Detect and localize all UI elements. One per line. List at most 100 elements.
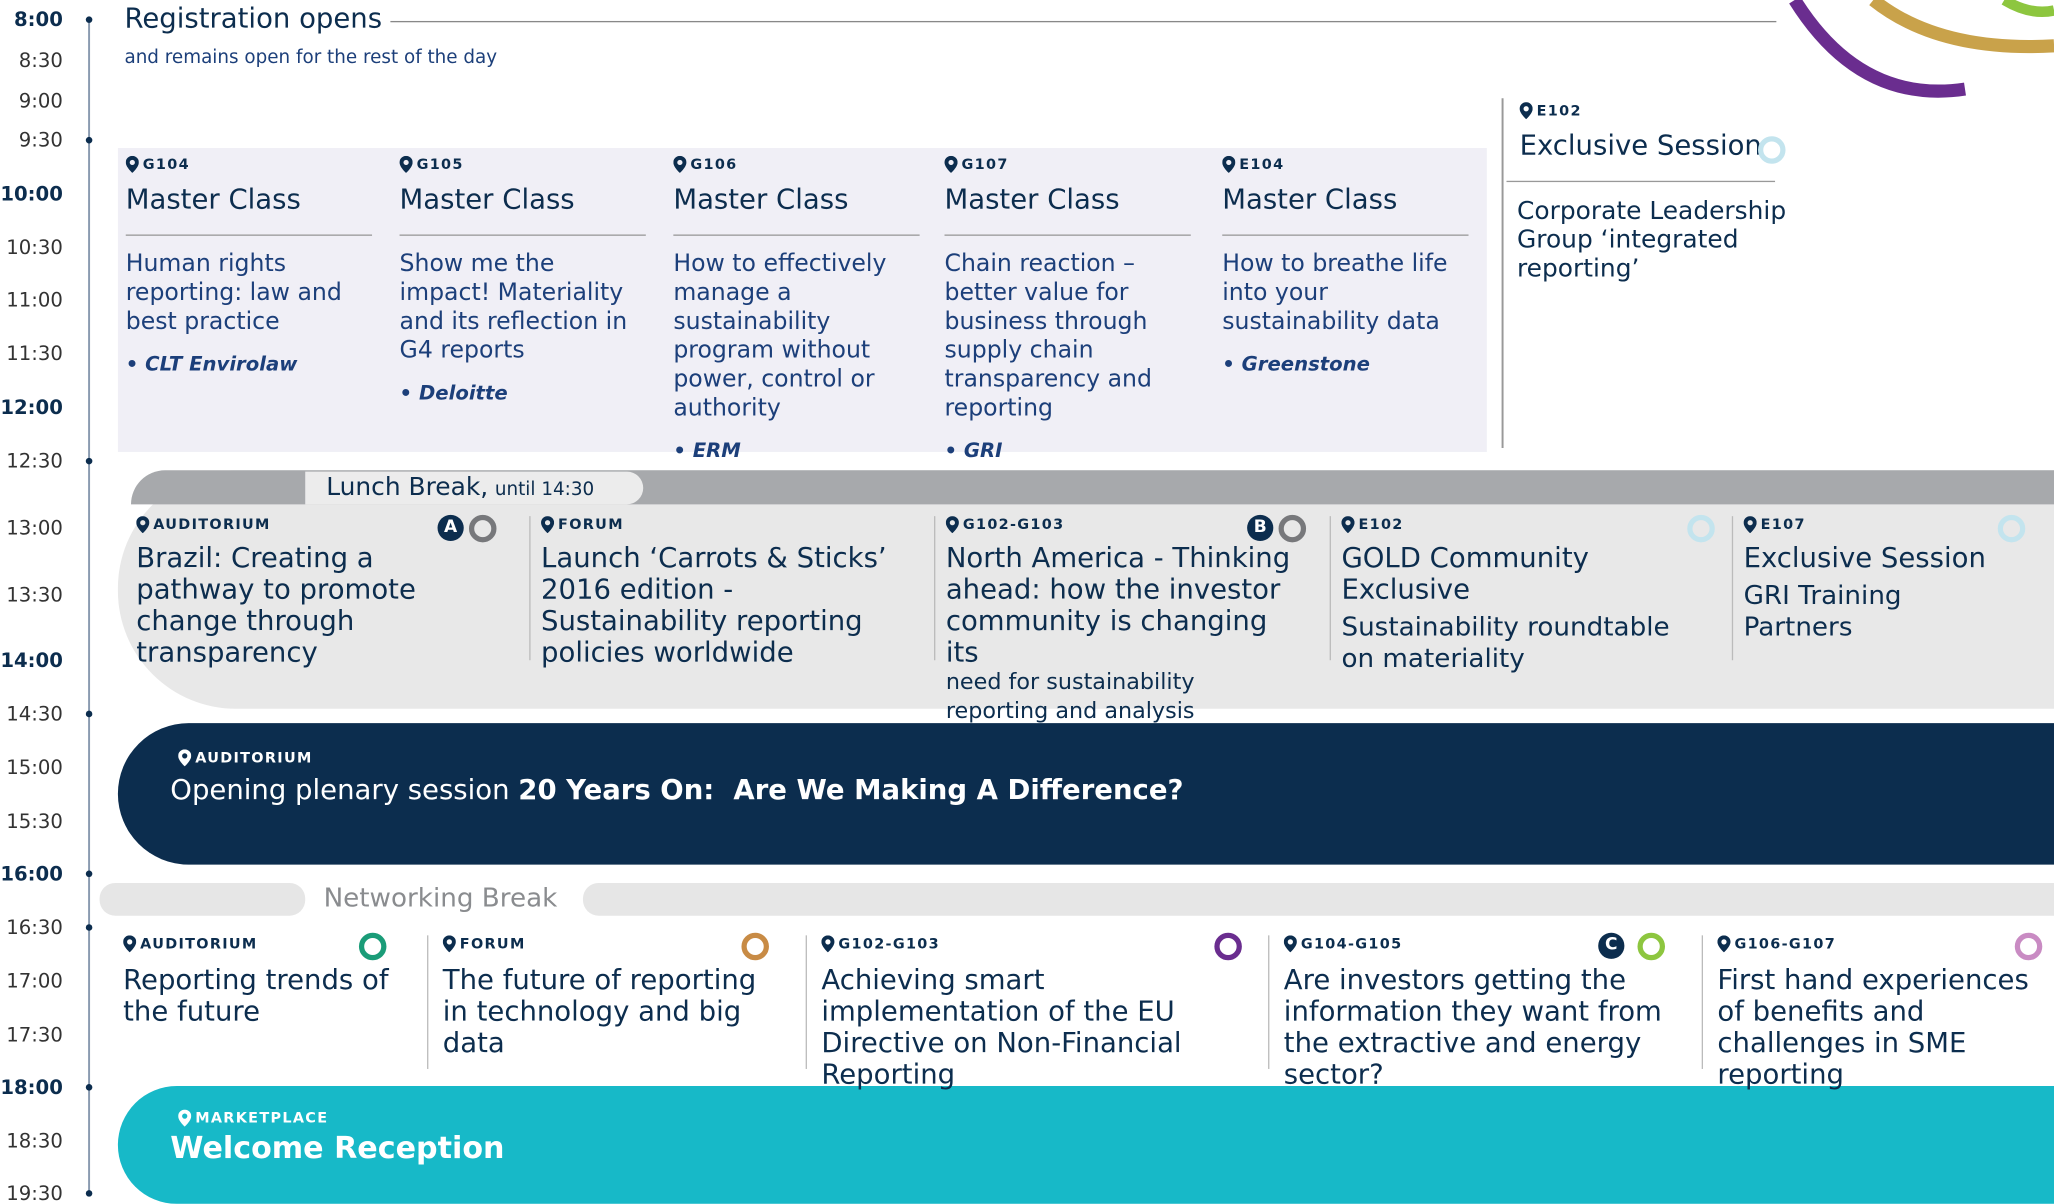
session-title: GOLD Community Exclusive bbox=[1341, 542, 1589, 606]
pin-icon bbox=[1743, 516, 1757, 534]
session-subtitle: need for sustainability reporting and an… bbox=[945, 669, 1195, 725]
registration-subtitle: and remains open for the rest of the day bbox=[124, 47, 498, 69]
room: G104 bbox=[125, 155, 190, 173]
ring bbox=[1687, 514, 1715, 543]
ring bbox=[358, 932, 387, 961]
rule bbox=[944, 234, 1191, 236]
host: • GRI bbox=[944, 438, 1003, 463]
rule bbox=[125, 234, 373, 236]
room-label: G106 bbox=[690, 155, 738, 173]
session-type: Master Class bbox=[944, 183, 1120, 215]
room-label: AUDITORIUM bbox=[140, 935, 258, 953]
registration-title: Registration opens bbox=[124, 2, 390, 35]
plenary-highlight: 20 Years On: Are We Making A Difference? bbox=[518, 774, 1184, 806]
time-label: 15:00 bbox=[6, 755, 63, 780]
room-label: FORUM bbox=[459, 935, 526, 953]
host: • Greenstone bbox=[1222, 352, 1371, 376]
room-label: G102-G103 bbox=[962, 516, 1065, 534]
session-subtitle: Sustainability roundtable on materiality bbox=[1341, 610, 1670, 674]
room-label: E102 bbox=[1358, 516, 1404, 534]
session-title: First hand experiences of benefits and c… bbox=[1717, 964, 2029, 1090]
room: E102 bbox=[1341, 516, 1404, 534]
room-label: MARKETPLACE bbox=[195, 1109, 329, 1127]
plenary-box bbox=[117, 723, 2054, 865]
session-type: Master Class bbox=[673, 183, 849, 215]
session-title: Chain reaction – better value for busine… bbox=[944, 250, 1152, 422]
separator bbox=[529, 516, 531, 661]
lunch-title: Lunch Break, bbox=[326, 472, 489, 502]
network-band bbox=[99, 882, 306, 916]
ring bbox=[1758, 136, 1786, 164]
separator bbox=[934, 516, 936, 661]
pin-icon bbox=[442, 935, 456, 953]
rule bbox=[1222, 234, 1469, 236]
time-label: 9:00 bbox=[18, 89, 63, 113]
time-label: 10:00 bbox=[0, 182, 63, 206]
separator bbox=[805, 935, 807, 1069]
room: G106 bbox=[673, 155, 738, 173]
session-title: Achieving smart implementation of the EU… bbox=[821, 964, 1182, 1090]
pin-icon bbox=[944, 155, 958, 173]
room: AUDITORIUM bbox=[136, 516, 270, 534]
pin-icon bbox=[1519, 102, 1533, 120]
separator bbox=[1329, 516, 1331, 661]
room-label: G104 bbox=[142, 155, 190, 173]
room-label: FORUM bbox=[558, 516, 624, 534]
pin-icon bbox=[541, 516, 555, 534]
room: MARKETPLACE bbox=[178, 1109, 329, 1127]
separator bbox=[1268, 935, 1270, 1069]
room: G102-G103 bbox=[821, 935, 940, 953]
separator bbox=[1731, 516, 1734, 661]
session-title: North America - Thinking ahead: how the … bbox=[945, 542, 1291, 669]
time-label: 9:30 bbox=[18, 128, 63, 152]
room-label: E107 bbox=[1760, 516, 1806, 534]
time-label: 8:30 bbox=[18, 48, 63, 73]
session-type: Master Class bbox=[1222, 183, 1398, 215]
host: • CLT Envirolaw bbox=[125, 352, 298, 376]
room: FORUM bbox=[442, 935, 526, 953]
session-title: How to effectively manage a sustainabili… bbox=[673, 250, 887, 422]
room-label: G105 bbox=[416, 155, 464, 173]
pin-icon bbox=[178, 1109, 192, 1127]
session-subtitle: GRI Training Partners bbox=[1743, 579, 1902, 642]
pin-icon bbox=[945, 516, 959, 534]
session-type: Master Class bbox=[125, 183, 301, 215]
room: G102-G103 bbox=[945, 516, 1065, 534]
session-type: Master Class bbox=[399, 183, 575, 215]
host: • Deloitte bbox=[399, 381, 508, 405]
ring bbox=[1278, 514, 1307, 543]
session-title: Show me the impact! Materiality and its … bbox=[399, 250, 628, 365]
reception-title: Welcome Reception bbox=[170, 1131, 505, 1166]
time-label: 17:00 bbox=[6, 969, 63, 993]
pin-icon bbox=[673, 155, 687, 173]
room: FORUM bbox=[541, 516, 624, 534]
badge: A bbox=[437, 514, 464, 542]
ring bbox=[468, 514, 497, 543]
time-label: 12:00 bbox=[0, 395, 63, 420]
room-label: E104 bbox=[1239, 155, 1285, 173]
ring bbox=[1637, 932, 1666, 961]
ring bbox=[741, 932, 769, 961]
pin-icon bbox=[136, 516, 150, 534]
session-title: How to breathe life into your sustainabi… bbox=[1222, 250, 1448, 336]
pin-icon bbox=[125, 155, 139, 173]
time-label: 17:30 bbox=[6, 1023, 63, 1047]
time-label: 14:00 bbox=[0, 648, 63, 673]
time-label: 18:30 bbox=[6, 1129, 63, 1153]
room-label: E102 bbox=[1536, 102, 1582, 120]
time-label: 16:30 bbox=[6, 915, 63, 940]
master-class-box bbox=[117, 148, 1487, 452]
room: AUDITORIUM bbox=[123, 935, 258, 953]
session-title: Human rights reporting: law and best pra… bbox=[125, 250, 342, 336]
room: AUDITORIUM bbox=[178, 749, 312, 767]
session-title: Brazil: Creating a pathway to promote ch… bbox=[136, 542, 416, 669]
ring bbox=[1214, 932, 1242, 961]
time-label: 13:00 bbox=[6, 516, 63, 540]
session-title: Exclusive Session bbox=[1743, 542, 1986, 574]
session-description: Corporate Leadership Group ‘integrated r… bbox=[1516, 196, 1787, 283]
badge: B bbox=[1247, 514, 1274, 542]
time-label: 16:00 bbox=[0, 861, 63, 886]
networking-title: Networking Break bbox=[323, 881, 558, 914]
network-band bbox=[582, 882, 2054, 916]
